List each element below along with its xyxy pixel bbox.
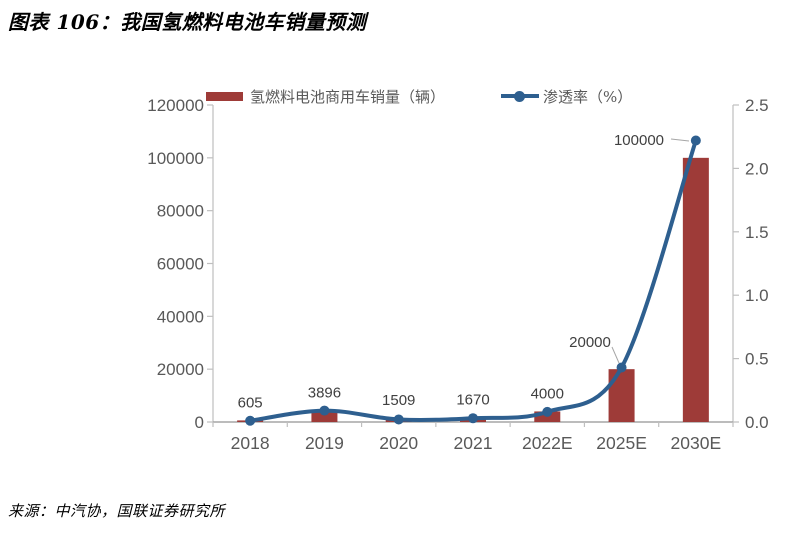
x-axis-category-label: 2025E — [596, 433, 647, 453]
sales-bar — [682, 157, 709, 423]
x-axis-category-label: 2019 — [305, 433, 344, 453]
legend-item-bar-series: 氢燃料电池商用车销量（辆） — [206, 86, 445, 107]
line-series-marker-dot — [514, 90, 526, 102]
data-label-callout: 20000 — [569, 334, 611, 351]
penetration-point — [245, 415, 256, 426]
right-axis-tick-label: 2.5 — [745, 96, 769, 115]
data-label-callout: 100000 — [614, 132, 664, 149]
left-axis-tick-label: 0 — [195, 413, 204, 432]
data-label: 1509 — [382, 392, 415, 409]
data-label: 3896 — [308, 385, 341, 402]
sales-bar — [608, 369, 635, 422]
leader-line — [611, 346, 620, 364]
legend-item-line-series: 渗透率（%） — [501, 86, 632, 107]
line-series-marker — [501, 90, 540, 102]
left-axis-tick-label: 120000 — [147, 96, 204, 115]
right-axis-tick-label: 1.0 — [745, 286, 769, 305]
leader-line — [670, 138, 690, 142]
right-axis-tick-label: 0.0 — [745, 413, 769, 432]
penetration-point — [616, 362, 627, 373]
penetration-point — [690, 135, 701, 146]
bar-series-swatch — [206, 91, 243, 101]
sales-bar — [311, 411, 338, 422]
data-label: 1670 — [456, 392, 489, 409]
source-note: 来源：中汽协，国联证券研究所 — [8, 502, 226, 520]
data-label: 605 — [238, 394, 263, 411]
penetration-point — [393, 414, 404, 425]
left-axis-tick-label: 60000 — [157, 255, 204, 274]
right-axis-tick-label: 1.5 — [745, 223, 769, 242]
bar-series-label: 氢燃料电池商用车销量（辆） — [250, 87, 446, 106]
penetration-point — [319, 405, 330, 416]
x-axis-category-label: 2020 — [379, 433, 418, 453]
x-axis-category-label: 2021 — [454, 433, 493, 453]
penetration-point — [542, 406, 553, 417]
left-axis-tick-label: 100000 — [147, 149, 204, 168]
x-axis-category-label: 2022E — [522, 433, 573, 453]
chart-title: 图表 106：我国氢燃料电池车销量预测 — [8, 10, 367, 34]
x-axis-category-label: 2030E — [671, 433, 722, 453]
chart-legend: 氢燃料电池商用车销量（辆） 渗透率（%） — [206, 85, 736, 107]
data-label: 4000 — [531, 385, 564, 402]
line-series-label: 渗透率（%） — [543, 87, 633, 106]
left-axis-tick-label: 80000 — [157, 202, 204, 221]
left-axis-tick-label: 40000 — [157, 307, 204, 326]
penetration-point — [468, 413, 478, 424]
right-axis-tick-label: 0.5 — [745, 350, 769, 369]
right-axis-tick-label: 2.0 — [745, 159, 769, 178]
x-axis-category-label: 2018 — [231, 433, 270, 453]
left-axis-tick-label: 20000 — [157, 360, 204, 379]
